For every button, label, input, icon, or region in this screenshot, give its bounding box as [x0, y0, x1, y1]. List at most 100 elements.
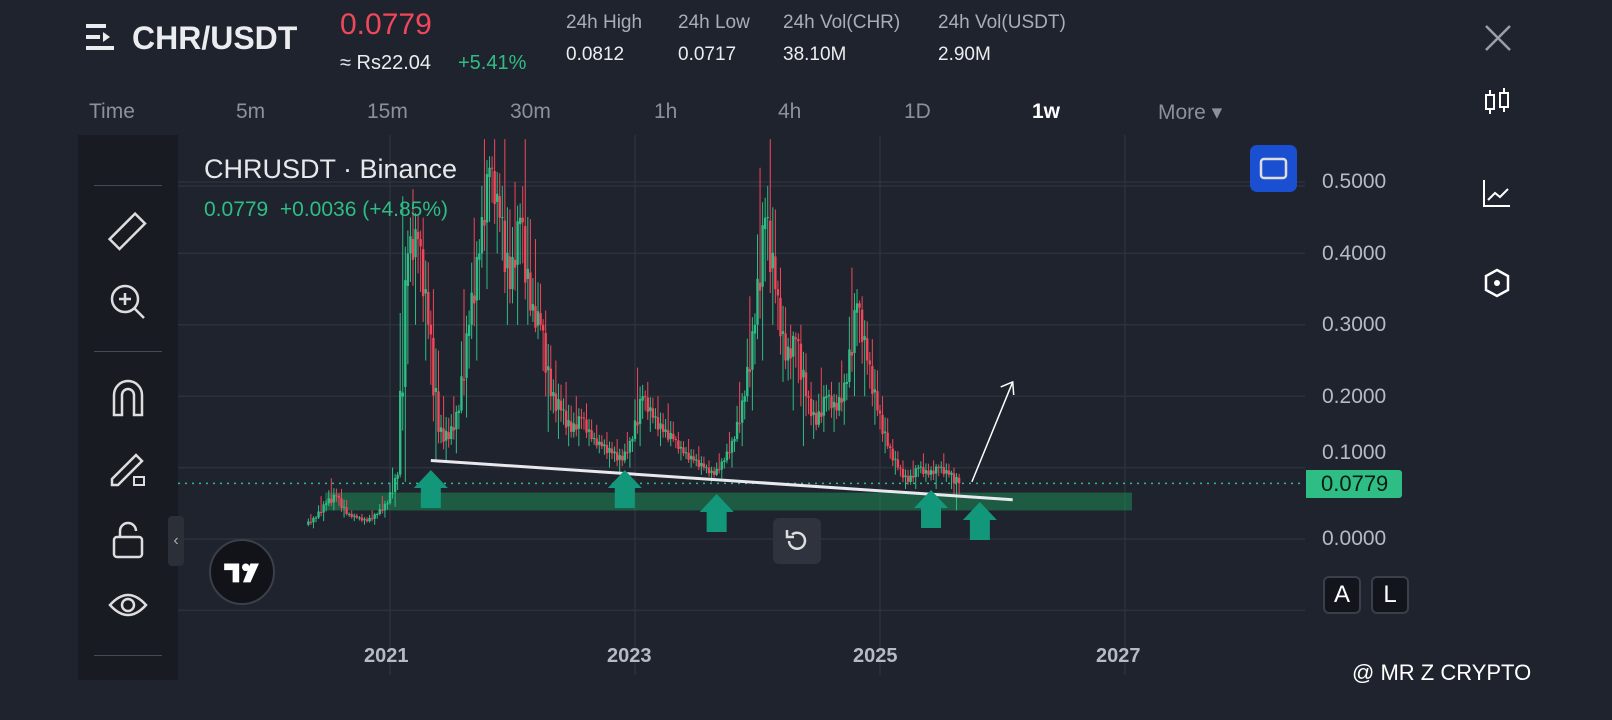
candle-body — [404, 280, 407, 387]
candlestick-icon[interactable] — [1480, 86, 1514, 120]
candle-body — [437, 391, 440, 432]
tab-1h[interactable]: 1h — [654, 100, 678, 123]
menu-icon[interactable] — [86, 22, 118, 52]
candle-body — [779, 297, 782, 337]
reset-chart-icon[interactable] — [773, 518, 821, 564]
candle-body — [391, 492, 394, 494]
candle-body — [360, 517, 364, 521]
candle-body — [600, 442, 604, 447]
candle-body — [723, 460, 726, 463]
candle-body — [937, 467, 940, 469]
candle-body — [715, 468, 718, 475]
collapse-toolbar-button[interactable]: ‹ — [168, 516, 184, 566]
tab-30m[interactable]: 30m — [510, 100, 551, 123]
candle-body — [927, 470, 930, 475]
candle-body — [353, 515, 356, 517]
candle-body — [720, 461, 723, 470]
candle-body — [365, 519, 369, 522]
candle-body — [399, 390, 402, 475]
magnet-icon[interactable] — [106, 377, 150, 421]
candle-body — [753, 324, 757, 334]
tab-time[interactable]: Time — [89, 100, 135, 123]
candle-body — [429, 324, 433, 335]
candle-body — [465, 333, 468, 378]
candle-body — [621, 455, 624, 461]
last-price-tag: 0.0779 — [1306, 470, 1402, 498]
candle-body — [825, 396, 828, 399]
candle-body — [455, 411, 458, 430]
candle-body — [843, 382, 846, 402]
candle-body — [324, 503, 328, 505]
candle-body — [687, 452, 690, 460]
candle-body — [906, 476, 910, 482]
indicators-icon[interactable] — [1480, 176, 1514, 210]
candle-body — [904, 475, 907, 478]
candle-body — [896, 459, 900, 468]
candle-body — [684, 452, 688, 454]
tab-1d[interactable]: 1D — [904, 100, 931, 123]
candle-body — [786, 346, 790, 361]
candle-body — [340, 498, 343, 508]
unlock-icon[interactable] — [106, 517, 150, 561]
candle-body — [917, 467, 920, 469]
candle-body — [536, 311, 540, 326]
candle-body — [610, 448, 614, 454]
close-icon[interactable] — [1484, 24, 1512, 52]
candle-body — [577, 416, 581, 429]
candle-body — [370, 518, 374, 520]
candle-body — [794, 337, 797, 340]
settings-hex-icon[interactable] — [1480, 266, 1514, 300]
tab-5m[interactable]: 5m — [236, 100, 266, 123]
candle-body — [766, 216, 769, 218]
ruler-icon[interactable] — [106, 210, 150, 254]
candle-body — [743, 396, 746, 402]
candle-body — [876, 391, 879, 411]
candle-body — [513, 259, 517, 268]
candle-body — [751, 331, 754, 370]
tab-more[interactable]: More ▾ — [1158, 101, 1223, 124]
candle-body — [911, 476, 915, 478]
candle-body — [919, 466, 923, 468]
candle-body — [707, 467, 711, 474]
candle-body — [378, 509, 381, 515]
eye-icon[interactable] — [106, 583, 150, 627]
candle-body — [575, 424, 578, 430]
candle-body — [393, 477, 397, 493]
pair-title[interactable]: CHR/USDT — [132, 20, 298, 56]
log-scale-button[interactable]: L — [1371, 576, 1409, 614]
last-price: 0.0779 — [340, 8, 432, 41]
candle-body — [850, 352, 854, 356]
candle-body — [661, 424, 665, 432]
candle-body — [909, 475, 912, 482]
auto-scale-button[interactable]: A — [1323, 576, 1361, 614]
y-tick: 0.3000 — [1322, 313, 1387, 336]
candle-body — [557, 399, 560, 410]
candle-body — [419, 239, 422, 247]
candle-body — [631, 439, 634, 442]
stat-label: 24h Low — [678, 12, 750, 33]
y-tick: 0.4000 — [1322, 242, 1387, 265]
pencil-lock-icon[interactable] — [106, 445, 150, 489]
tab-1w[interactable]: 1w — [1032, 100, 1061, 123]
candle-body — [350, 514, 353, 517]
price-chart[interactable] — [178, 135, 1308, 675]
candle-body — [832, 401, 836, 408]
candle-body — [929, 470, 933, 475]
tab-15m[interactable]: 15m — [367, 100, 408, 123]
zoom-in-icon[interactable] — [106, 280, 150, 324]
candle-body — [442, 428, 445, 442]
candle-body — [901, 468, 905, 478]
candle-body — [649, 407, 652, 411]
candle-body — [541, 324, 545, 331]
projection-arrowhead — [1000, 380, 1015, 395]
candle-body — [952, 473, 956, 484]
legend-change: +0.0036 (+4.85%) — [279, 198, 449, 221]
candle-body — [376, 514, 379, 516]
candle-body — [452, 427, 456, 431]
candle-body — [733, 439, 736, 442]
fullscreen-icon[interactable] — [1250, 145, 1297, 192]
tradingview-logo[interactable] — [209, 539, 275, 605]
candle-body — [942, 467, 946, 475]
projection-arrow — [971, 381, 1014, 483]
tab-4h[interactable]: 4h — [778, 100, 802, 123]
